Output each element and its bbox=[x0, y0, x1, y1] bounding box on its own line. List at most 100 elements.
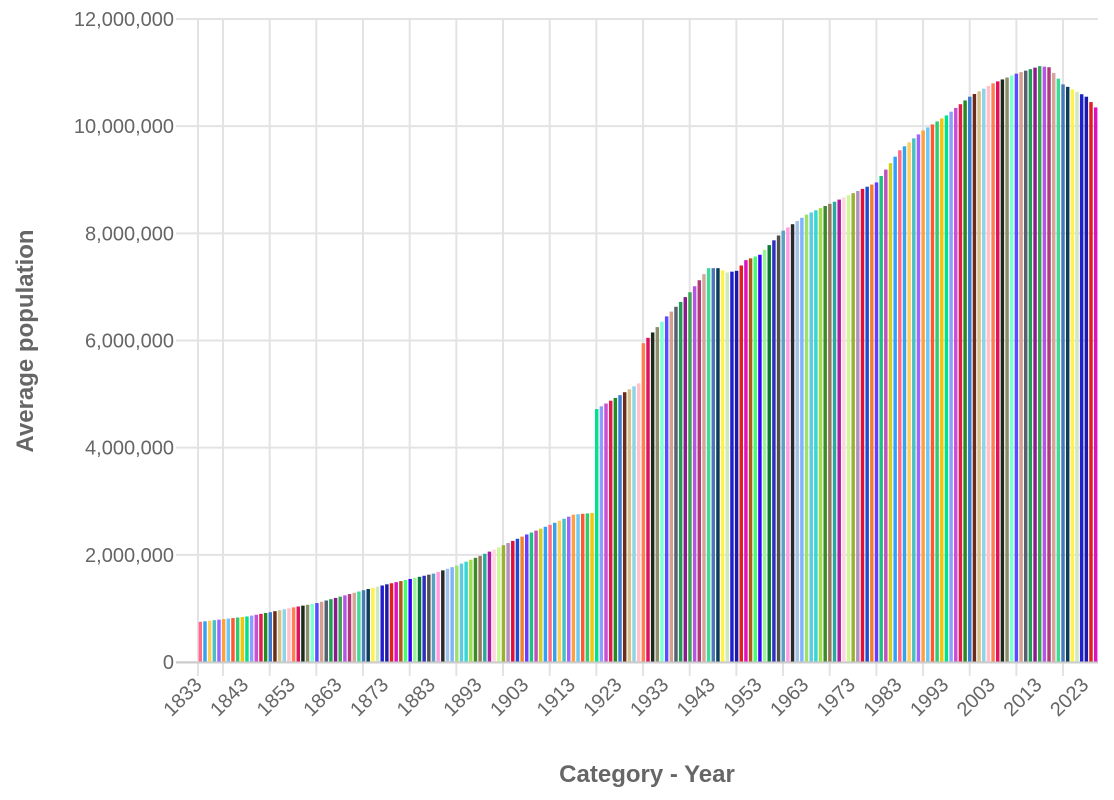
bar-1894[interactable] bbox=[483, 553, 487, 662]
bar-1852[interactable] bbox=[287, 608, 291, 662]
bar-1968[interactable] bbox=[828, 203, 832, 663]
bar-2023[interactable] bbox=[1084, 96, 1089, 662]
bar-1909[interactable] bbox=[553, 522, 557, 662]
bar-1941[interactable] bbox=[702, 274, 706, 662]
bar-2012[interactable] bbox=[1033, 67, 1037, 662]
bar-1987[interactable] bbox=[916, 134, 921, 663]
bar-1965[interactable] bbox=[814, 210, 818, 663]
bar-1950[interactable] bbox=[744, 260, 748, 663]
bar-2001[interactable] bbox=[982, 88, 986, 662]
bar-1847[interactable] bbox=[263, 613, 268, 662]
bar-1986[interactable] bbox=[912, 138, 916, 662]
bar-1912[interactable] bbox=[566, 516, 571, 662]
bar-1994[interactable] bbox=[949, 111, 953, 662]
bar-1974[interactable] bbox=[856, 191, 860, 662]
bar-2013[interactable] bbox=[1037, 66, 1042, 662]
bar-1918[interactable] bbox=[594, 409, 599, 662]
bar-1979[interactable] bbox=[879, 176, 883, 662]
bar-1837[interactable] bbox=[217, 619, 221, 662]
bar-1998[interactable] bbox=[968, 96, 972, 662]
bar-1840[interactable] bbox=[231, 618, 235, 662]
bar-1993[interactable] bbox=[944, 115, 949, 662]
bar-1865[interactable] bbox=[347, 594, 352, 662]
bar-1981[interactable] bbox=[888, 163, 893, 662]
bar-1943[interactable] bbox=[711, 268, 716, 662]
bar-1895[interactable] bbox=[487, 551, 492, 662]
bar-1919[interactable] bbox=[599, 406, 604, 662]
bar-1992[interactable] bbox=[940, 118, 944, 662]
bar-1924[interactable] bbox=[622, 392, 627, 662]
bar-1946[interactable] bbox=[725, 272, 729, 662]
bar-2017[interactable] bbox=[1056, 78, 1061, 662]
bar-1853[interactable] bbox=[291, 607, 296, 662]
bar-1984[interactable] bbox=[902, 146, 907, 662]
bar-1913[interactable] bbox=[571, 514, 576, 662]
bar-1854[interactable] bbox=[296, 606, 300, 662]
bar-2007[interactable] bbox=[1010, 75, 1014, 662]
bar-2016[interactable] bbox=[1051, 72, 1056, 662]
bar-1997[interactable] bbox=[963, 100, 967, 662]
bar-1902[interactable] bbox=[520, 536, 524, 662]
bar-1874[interactable] bbox=[389, 583, 394, 662]
bar-1947[interactable] bbox=[730, 271, 734, 662]
bar-1964[interactable] bbox=[809, 212, 813, 662]
bar-1908[interactable] bbox=[548, 524, 552, 662]
bar-1850[interactable] bbox=[277, 610, 282, 662]
bar-1929[interactable] bbox=[646, 337, 650, 662]
bar-1949[interactable] bbox=[739, 265, 743, 662]
bar-1910[interactable] bbox=[557, 520, 562, 662]
bar-1899[interactable] bbox=[506, 543, 510, 662]
bar-2010[interactable] bbox=[1023, 70, 1028, 662]
bar-1873[interactable] bbox=[385, 584, 389, 662]
bar-1966[interactable] bbox=[818, 208, 823, 662]
bar-1903[interactable] bbox=[525, 534, 529, 662]
bar-1985[interactable] bbox=[907, 142, 911, 663]
bar-2018[interactable] bbox=[1061, 84, 1065, 663]
bar-1856[interactable] bbox=[305, 604, 310, 662]
bar-2021[interactable] bbox=[1075, 91, 1079, 662]
bar-1928[interactable] bbox=[641, 343, 646, 662]
bar-1925[interactable] bbox=[627, 389, 632, 662]
bar-1878[interactable] bbox=[408, 578, 412, 662]
bar-1898[interactable] bbox=[501, 545, 506, 662]
bar-1851[interactable] bbox=[282, 609, 286, 662]
bar-1956[interactable] bbox=[772, 240, 776, 663]
bar-2024[interactable] bbox=[1089, 102, 1093, 663]
bar-1900[interactable] bbox=[511, 540, 515, 662]
bar-1989[interactable] bbox=[926, 127, 930, 662]
bar-1866[interactable] bbox=[352, 592, 356, 662]
bar-1916[interactable] bbox=[585, 513, 590, 662]
bar-1841[interactable] bbox=[235, 617, 240, 662]
bar-1843[interactable] bbox=[245, 616, 249, 662]
bar-2005[interactable] bbox=[1000, 79, 1005, 662]
bar-2011[interactable] bbox=[1028, 69, 1033, 662]
bar-1858[interactable] bbox=[315, 603, 319, 662]
bar-1939[interactable] bbox=[692, 286, 697, 662]
bar-1953[interactable] bbox=[758, 254, 762, 662]
bar-1945[interactable] bbox=[720, 270, 725, 662]
bar-1982[interactable] bbox=[893, 156, 897, 662]
bar-1897[interactable] bbox=[497, 547, 501, 662]
bar-1891[interactable] bbox=[469, 559, 473, 662]
bar-1955[interactable] bbox=[767, 245, 771, 662]
bar-1927[interactable] bbox=[636, 383, 641, 662]
bar-1975[interactable] bbox=[860, 188, 865, 663]
bar-1988[interactable] bbox=[921, 130, 925, 662]
bar-1930[interactable] bbox=[650, 332, 655, 662]
bar-1893[interactable] bbox=[478, 555, 482, 662]
bar-2000[interactable] bbox=[977, 91, 981, 663]
bar-1911[interactable] bbox=[562, 518, 566, 662]
bar-1951[interactable] bbox=[748, 258, 753, 662]
bar-1972[interactable] bbox=[846, 195, 851, 663]
bar-1914[interactable] bbox=[576, 514, 580, 662]
bar-1921[interactable] bbox=[608, 400, 613, 662]
bar-1934[interactable] bbox=[669, 311, 674, 662]
bar-2004[interactable] bbox=[996, 81, 1000, 663]
bar-1835[interactable] bbox=[207, 620, 212, 662]
bar-1871[interactable] bbox=[375, 586, 380, 662]
bar-1857[interactable] bbox=[310, 603, 314, 662]
bar-1942[interactable] bbox=[706, 268, 711, 662]
bar-1884[interactable] bbox=[436, 571, 440, 662]
bar-1906[interactable] bbox=[539, 528, 543, 662]
bar-1867[interactable] bbox=[357, 591, 361, 662]
